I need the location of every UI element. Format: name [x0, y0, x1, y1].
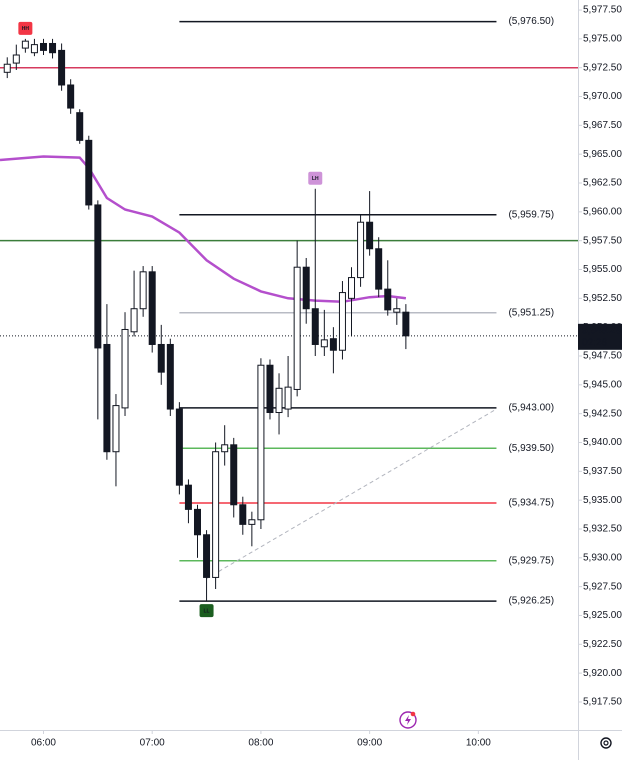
candle-body — [384, 288, 392, 311]
current-price-box — [578, 323, 622, 350]
candle-body — [112, 405, 120, 453]
candle-body — [393, 308, 401, 313]
swing-marker — [308, 171, 323, 185]
candle-body — [248, 519, 256, 525]
x-tick-label: 10:00 — [466, 738, 491, 749]
candle-body — [157, 343, 165, 373]
candle-body — [148, 271, 156, 345]
candle-body — [58, 49, 66, 86]
level-label: (5,943.00) — [508, 403, 554, 414]
y-tick-label: 5,930.00 — [583, 552, 622, 563]
candle-body — [67, 84, 75, 109]
candle-body — [329, 338, 337, 351]
x-tick-label: 07:00 — [140, 738, 165, 749]
y-tick-label: 5,977.50 — [583, 5, 622, 16]
swing-marker-label: HH — [22, 26, 30, 32]
candle-body — [402, 311, 410, 337]
candle-body — [3, 63, 11, 73]
candle-body — [357, 221, 365, 279]
y-tick-label: 5,967.50 — [583, 120, 622, 131]
candle-body — [103, 343, 111, 453]
candle-body — [130, 308, 138, 333]
y-tick-label: 5,937.50 — [583, 466, 622, 477]
candle-body — [30, 44, 38, 54]
y-tick-label: 5,955.00 — [583, 264, 622, 275]
current-price-label: 5,949.25 — [582, 325, 621, 336]
y-tick-label: 5,975.00 — [583, 34, 622, 45]
settings-icon[interactable] — [600, 737, 612, 749]
y-tick-label: 5,945.00 — [583, 379, 622, 390]
swing-marker — [18, 21, 33, 35]
candle-body — [266, 364, 274, 414]
candle-body — [293, 266, 301, 390]
candle-body — [338, 292, 346, 351]
candle-body — [94, 204, 102, 349]
y-tick-label: 5,920.00 — [583, 668, 622, 679]
swing-marker — [199, 604, 214, 618]
level-label: (5,939.50) — [508, 443, 554, 454]
candle-body — [49, 42, 57, 54]
y-tick-label: 5,935.00 — [583, 495, 622, 506]
y-tick-label: 5,970.00 — [583, 91, 622, 102]
level-label: (5,976.50) — [508, 16, 554, 27]
countdown-label: 02:28 — [582, 337, 607, 348]
y-tick-label: 5,960.00 — [583, 206, 622, 217]
candle-body — [175, 408, 183, 486]
y-tick-label: 5,927.50 — [583, 581, 622, 592]
candle-body — [275, 387, 283, 414]
candle-body — [284, 386, 292, 410]
candle-body — [193, 508, 201, 536]
y-tick-label: 5,917.50 — [583, 697, 622, 708]
y-tick-label: 5,925.00 — [583, 610, 622, 621]
swing-marker-label: LL — [204, 608, 210, 614]
candle-body — [21, 40, 29, 49]
candle-body — [348, 277, 356, 299]
y-tick-label: 5,947.50 — [583, 351, 622, 362]
level-label: (5,959.75) — [508, 209, 554, 220]
plot-area: (5,976.50) (5,959.75) (5,951.25) (5,943.00)… — [0, 16, 578, 618]
y-tick-label: 5,962.50 — [583, 178, 622, 189]
level-label: (5,934.75) — [508, 498, 554, 509]
y-tick-label: 5,932.50 — [583, 524, 622, 535]
candle-body — [39, 42, 47, 51]
candle-body — [12, 54, 20, 64]
candle-body — [257, 364, 265, 521]
level-label: (5,929.75) — [508, 555, 554, 566]
candle-body — [184, 484, 192, 510]
candle-body — [76, 112, 84, 141]
level-label: (5,951.25) — [508, 307, 554, 318]
candle-body — [302, 266, 310, 310]
candle-body — [121, 328, 129, 409]
swing-marker-label: LH — [312, 176, 319, 182]
candle-body — [239, 504, 247, 525]
lightning-icon[interactable] — [399, 711, 417, 729]
y-tick-label: 5,972.50 — [583, 62, 622, 73]
candle-body — [203, 534, 211, 578]
level-label: (5,926.25) — [508, 596, 554, 607]
candle-body — [366, 221, 374, 250]
y-tick-label: 5,965.00 — [583, 149, 622, 160]
x-tick-label: 06:00 — [31, 738, 56, 749]
candle-body — [166, 343, 174, 410]
candle-body — [320, 339, 328, 348]
candle-body — [85, 139, 93, 206]
x-tick-label: 09:00 — [357, 738, 382, 749]
y-tick-label: 5,922.50 — [583, 639, 622, 650]
candle-body — [139, 271, 147, 310]
y-tick-label: 5,957.50 — [583, 235, 622, 246]
y-tick-label: 5,952.50 — [583, 293, 622, 304]
candle-body — [221, 444, 229, 453]
x-tick-label: 08:00 — [248, 738, 273, 749]
candle-body — [230, 444, 238, 506]
y-tick-label: 5,940.00 — [583, 437, 622, 448]
candle-body — [311, 308, 319, 345]
candle-body — [375, 248, 383, 290]
y-tick-label: 5,942.50 — [583, 408, 622, 419]
candle-body — [212, 451, 220, 578]
